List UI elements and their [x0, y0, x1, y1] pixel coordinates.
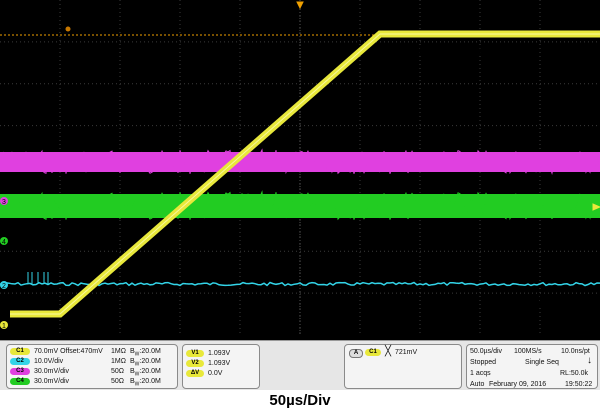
- ch1-scale-label: 70mV/Div Offset: 470mV: [409, 44, 594, 61]
- record-length: RL:50.0k: [560, 370, 589, 377]
- ch4-trace-noise: [0, 190, 600, 221]
- status-bar: C1 70.0mV Offset:470mV 1MΩ BW:20.0M C2 1…: [0, 340, 600, 390]
- trigger-slope-icon: ╳: [385, 346, 392, 357]
- capture-time: 19:50:22: [565, 381, 593, 388]
- cursor-readout-panel[interactable]: V1 1.093V V2 1.093V ΔV 0.0V: [182, 344, 260, 389]
- ch4-ground-marker-label: 4: [2, 239, 6, 246]
- ch2-settings: 10.0V/div: [34, 358, 64, 365]
- ch2-scale-label: 10V/Div: [536, 292, 594, 309]
- ch3-settings: 30.0mV/div: [34, 368, 70, 375]
- ch4-ground-marker[interactable]: [0, 237, 8, 245]
- trigger-mode: Auto: [470, 381, 485, 388]
- ch1-ground-marker-label: 1: [2, 323, 6, 330]
- ch3-trace-noise: [0, 148, 600, 175]
- timebase-value: 50.0µs/div: [470, 348, 503, 355]
- ch1-bandwidth-label: BW:20.0M: [130, 348, 161, 358]
- ch1-ground-marker[interactable]: [0, 321, 8, 329]
- ch4-scale-label: 3A/Div: [544, 226, 594, 243]
- cursor-v1-value: 1.093V: [208, 350, 231, 357]
- trigger-level: 721mV: [395, 349, 418, 356]
- trigger-position-marker: [296, 1, 304, 10]
- ch3-scale-label: 3A/Div: [544, 128, 594, 145]
- ch1-badge[interactable]: C1: [10, 348, 30, 355]
- trigger-mode-badge: A: [349, 349, 363, 358]
- trigger-panel[interactable]: A C1 ╳ 721mV: [344, 344, 462, 389]
- ch2-badge[interactable]: C2: [10, 358, 30, 365]
- ch4-settings: 30.0mV/div: [34, 378, 70, 385]
- cursor-delta-value: 0.0V: [208, 370, 223, 377]
- ch3-ground-marker[interactable]: [0, 197, 8, 205]
- ch1-settings: 70.0mV Offset:470mV: [34, 348, 103, 355]
- waveform-traces: 3 4 2 1: [0, 1, 600, 330]
- waveform-display[interactable]: 3 4 2 1 70mV/Div Offset: 470mV 3A/Div 3A/Di…: [0, 0, 600, 340]
- cursor-marker: [65, 26, 71, 32]
- cursor-delta-badge: ΔV: [186, 370, 204, 377]
- ch4-impedance: 50Ω: [111, 378, 125, 385]
- capture-date: February 09, 2016: [489, 381, 547, 388]
- ch3-impedance: 50Ω: [111, 368, 125, 375]
- trigger-source-badge: C1: [365, 349, 381, 356]
- ch2-bandwidth-label: BW:20.0M: [130, 358, 161, 368]
- run-state: Stopped: [470, 359, 497, 366]
- ch1-impedance: 1MΩ: [111, 348, 126, 355]
- cursor-v2-badge: V2: [186, 360, 204, 367]
- ch2-trace: [0, 281, 600, 287]
- ch2-impedance: 1MΩ: [111, 358, 126, 365]
- ch1-trace: [10, 30, 600, 318]
- cursor-v1-badge: V1: [186, 350, 204, 357]
- sequence-mode: Single Seq: [525, 359, 559, 366]
- acquisition-panel[interactable]: 50.0µs/div 100MS/s 10.0ns/pt Stopped Sin…: [466, 344, 598, 389]
- ch1-trace-highlight: [10, 33, 600, 315]
- trigger-level-arrow: [592, 203, 600, 211]
- ch3-badge[interactable]: C3: [10, 368, 30, 375]
- ch3-bandwidth-label: BW:20.0M: [130, 368, 161, 378]
- resolution: 10.0ns/pt: [561, 348, 590, 355]
- ch4-badge[interactable]: C4: [10, 378, 30, 385]
- cursor-v2-value: 1.093V: [208, 360, 231, 367]
- sample-rate: 100MS/s: [514, 348, 542, 355]
- channel-settings-panel[interactable]: C1 70.0mV Offset:470mV 1MΩ BW:20.0M C2 1…: [6, 344, 178, 389]
- acquisition-count: 1 acqs: [470, 370, 491, 377]
- timebase-caption: 50µs/Div: [269, 392, 331, 409]
- ch2-trace-spikes: [27, 272, 49, 284]
- ch4-bandwidth-label: BW:20.0M: [130, 378, 161, 388]
- ch2-ground-marker-label: 2: [2, 283, 6, 290]
- ch3-ground-marker-label: 3: [2, 199, 6, 206]
- ch2-ground-marker[interactable]: [0, 281, 8, 289]
- arrow-down-icon: ↓: [587, 355, 592, 366]
